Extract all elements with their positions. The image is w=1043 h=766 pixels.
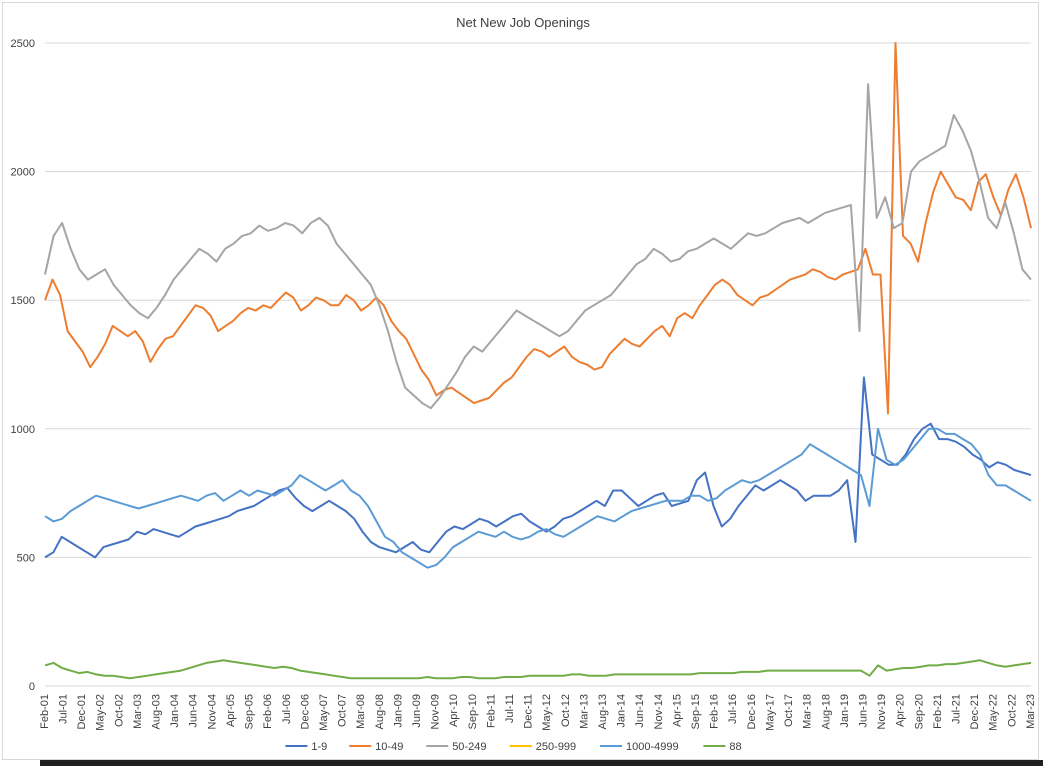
x-tick-label: Apr-15 xyxy=(671,694,683,727)
x-tick-label: Feb-11 xyxy=(485,694,497,728)
x-tick-label: Jan-14 xyxy=(616,694,628,728)
x-tick-label: Apr-20 xyxy=(895,694,907,727)
series-line-2 xyxy=(44,83,1032,410)
x-tick-label: Mar-08 xyxy=(355,694,367,729)
legend: 1-9 10-49 50-249 250-999 1000-4999 88 xyxy=(285,741,742,753)
x-axis: Feb-01 Jul-01 Dec-01 May-02 Oct-02 Mar-03 Aug-… xyxy=(39,694,1037,731)
x-tick-label: Nov-19 xyxy=(876,694,888,729)
y-tick-label: 1500 xyxy=(11,295,35,307)
series-line-4 xyxy=(44,427,1032,569)
x-tick-label: Oct-12 xyxy=(560,694,572,727)
x-tick-label: Nov-09 xyxy=(430,694,442,729)
series-line-0 xyxy=(44,376,1032,559)
x-tick-label: Jul-21 xyxy=(950,694,962,724)
series-line-1 xyxy=(44,42,1032,415)
x-tick-label: Mar-18 xyxy=(802,694,814,729)
gridlines xyxy=(45,42,1031,687)
legend-label: 1-9 xyxy=(311,741,327,753)
x-tick-label: Aug-03 xyxy=(151,694,163,729)
chart-title: Net New Job Openings xyxy=(456,15,590,30)
x-tick-label: Nov-04 xyxy=(206,694,218,729)
x-tick-label: Feb-01 xyxy=(39,694,51,729)
series-lines xyxy=(44,42,1032,680)
x-tick-label: Apr-10 xyxy=(448,694,460,727)
x-tick-label: Sep-15 xyxy=(690,694,702,729)
x-tick-label: Dec-01 xyxy=(76,694,88,729)
x-tick-label: Dec-06 xyxy=(299,694,311,729)
x-tick-label: Mar-23 xyxy=(1025,694,1037,729)
x-tick-label: Jan-09 xyxy=(392,694,404,728)
x-tick-label: Jun-09 xyxy=(411,694,423,728)
x-tick-label: Feb-16 xyxy=(709,694,721,729)
series-line-5 xyxy=(44,659,1032,680)
x-tick-label: Feb-21 xyxy=(932,694,944,729)
legend-label: 88 xyxy=(729,741,741,753)
x-tick-label: Aug-18 xyxy=(820,694,832,729)
x-tick-label: Aug-13 xyxy=(597,694,609,729)
y-tick-label: 1000 xyxy=(11,424,35,436)
x-tick-label: Apr-05 xyxy=(225,694,237,727)
x-tick-label: May-02 xyxy=(95,694,107,731)
x-tick-label: Oct-22 xyxy=(1006,694,1018,727)
x-tick-label: Jul-06 xyxy=(281,694,293,724)
x-tick-label: May-07 xyxy=(318,694,330,731)
x-tick-label: Oct-07 xyxy=(337,694,349,727)
x-tick-label: Jul-01 xyxy=(58,694,70,724)
x-tick-label: Aug-08 xyxy=(374,694,386,729)
x-tick-label: Sep-10 xyxy=(467,694,479,729)
x-tick-label: Mar-03 xyxy=(132,694,144,729)
line-chart: Net New Job Openings 0 500 1000 1500 2000 250… xyxy=(11,15,1037,753)
x-tick-label: Sep-20 xyxy=(913,694,925,729)
x-tick-label: May-17 xyxy=(764,694,776,731)
y-tick-label: 500 xyxy=(17,552,35,564)
x-tick-label: Feb-06 xyxy=(262,694,274,729)
x-tick-label: Nov-14 xyxy=(653,694,665,729)
x-tick-label: Dec-21 xyxy=(969,694,981,729)
window-bottom-edge xyxy=(40,760,1043,766)
y-axis: 0 500 1000 1500 2000 2500 xyxy=(11,38,35,693)
x-tick-label: Jun-04 xyxy=(188,694,200,728)
x-tick-label: Jul-16 xyxy=(727,694,739,724)
legend-label: 50-249 xyxy=(452,741,486,753)
x-tick-label: Sep-05 xyxy=(244,694,256,729)
y-tick-label: 2500 xyxy=(11,38,35,50)
x-tick-label: May-12 xyxy=(541,694,553,731)
y-tick-label: 0 xyxy=(29,681,35,693)
x-tick-label: Mar-13 xyxy=(578,694,590,729)
x-tick-label: Jan-19 xyxy=(839,694,851,728)
x-tick-label: Dec-16 xyxy=(746,694,758,729)
legend-label: 250-999 xyxy=(536,741,576,753)
x-tick-label: Dec-11 xyxy=(523,694,535,729)
x-tick-label: Oct-02 xyxy=(113,694,125,727)
legend-label: 10-49 xyxy=(375,741,403,753)
x-tick-label: Oct-17 xyxy=(783,694,795,727)
legend-label: 1000-4999 xyxy=(626,741,679,753)
x-tick-label: Jun-14 xyxy=(634,694,646,728)
x-tick-label: Jan-04 xyxy=(169,694,181,728)
x-tick-label: Jun-19 xyxy=(857,694,869,728)
x-tick-label: May-22 xyxy=(988,694,1000,731)
x-tick-label: Jul-11 xyxy=(504,694,516,723)
y-tick-label: 2000 xyxy=(11,167,35,179)
